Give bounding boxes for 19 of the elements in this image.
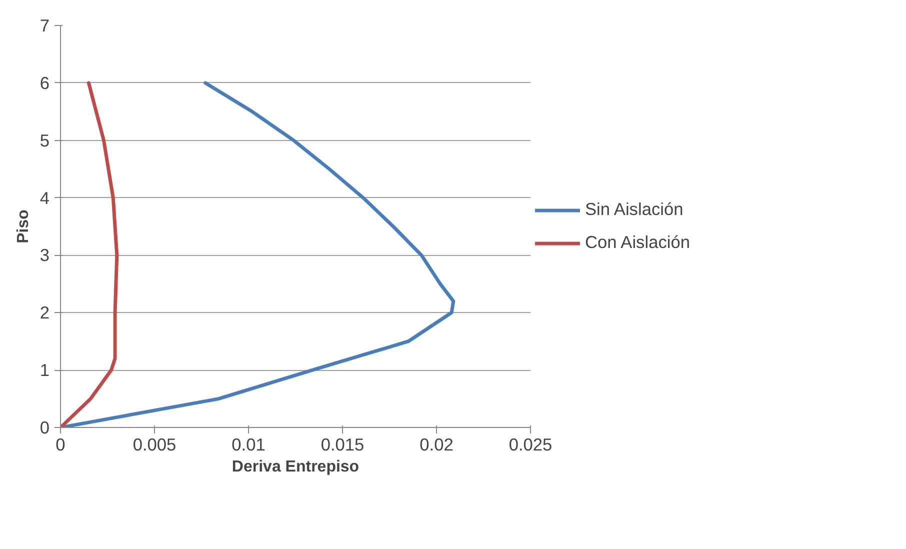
y-axis-title: Piso [14,209,32,244]
y-tick-label: 5 [40,130,50,150]
x-tick-label: 0 [56,434,66,454]
y-tick-label: 7 [40,16,50,36]
legend-label: Sin Aislación [585,199,684,220]
x-axis-title: Deriva Entrepiso [232,458,360,476]
x-tick-label: 0.01 [232,434,266,454]
y-tick-label: 0 [40,418,50,438]
y-tick-label: 2 [40,302,50,323]
x-tick-label: 0.025 [508,434,552,454]
x-tick-label: 0.005 [132,434,176,454]
y-tick-label: 3 [40,245,50,266]
y-tick-label: 6 [40,72,50,93]
y-tick-label: 1 [40,360,50,380]
y-tick-label: 4 [40,188,50,208]
x-tick-label: 0.015 [320,434,364,454]
x-tick-label: 0.02 [420,434,454,454]
legend-label: Con Aislación [585,232,690,253]
line-series [60,81,119,428]
